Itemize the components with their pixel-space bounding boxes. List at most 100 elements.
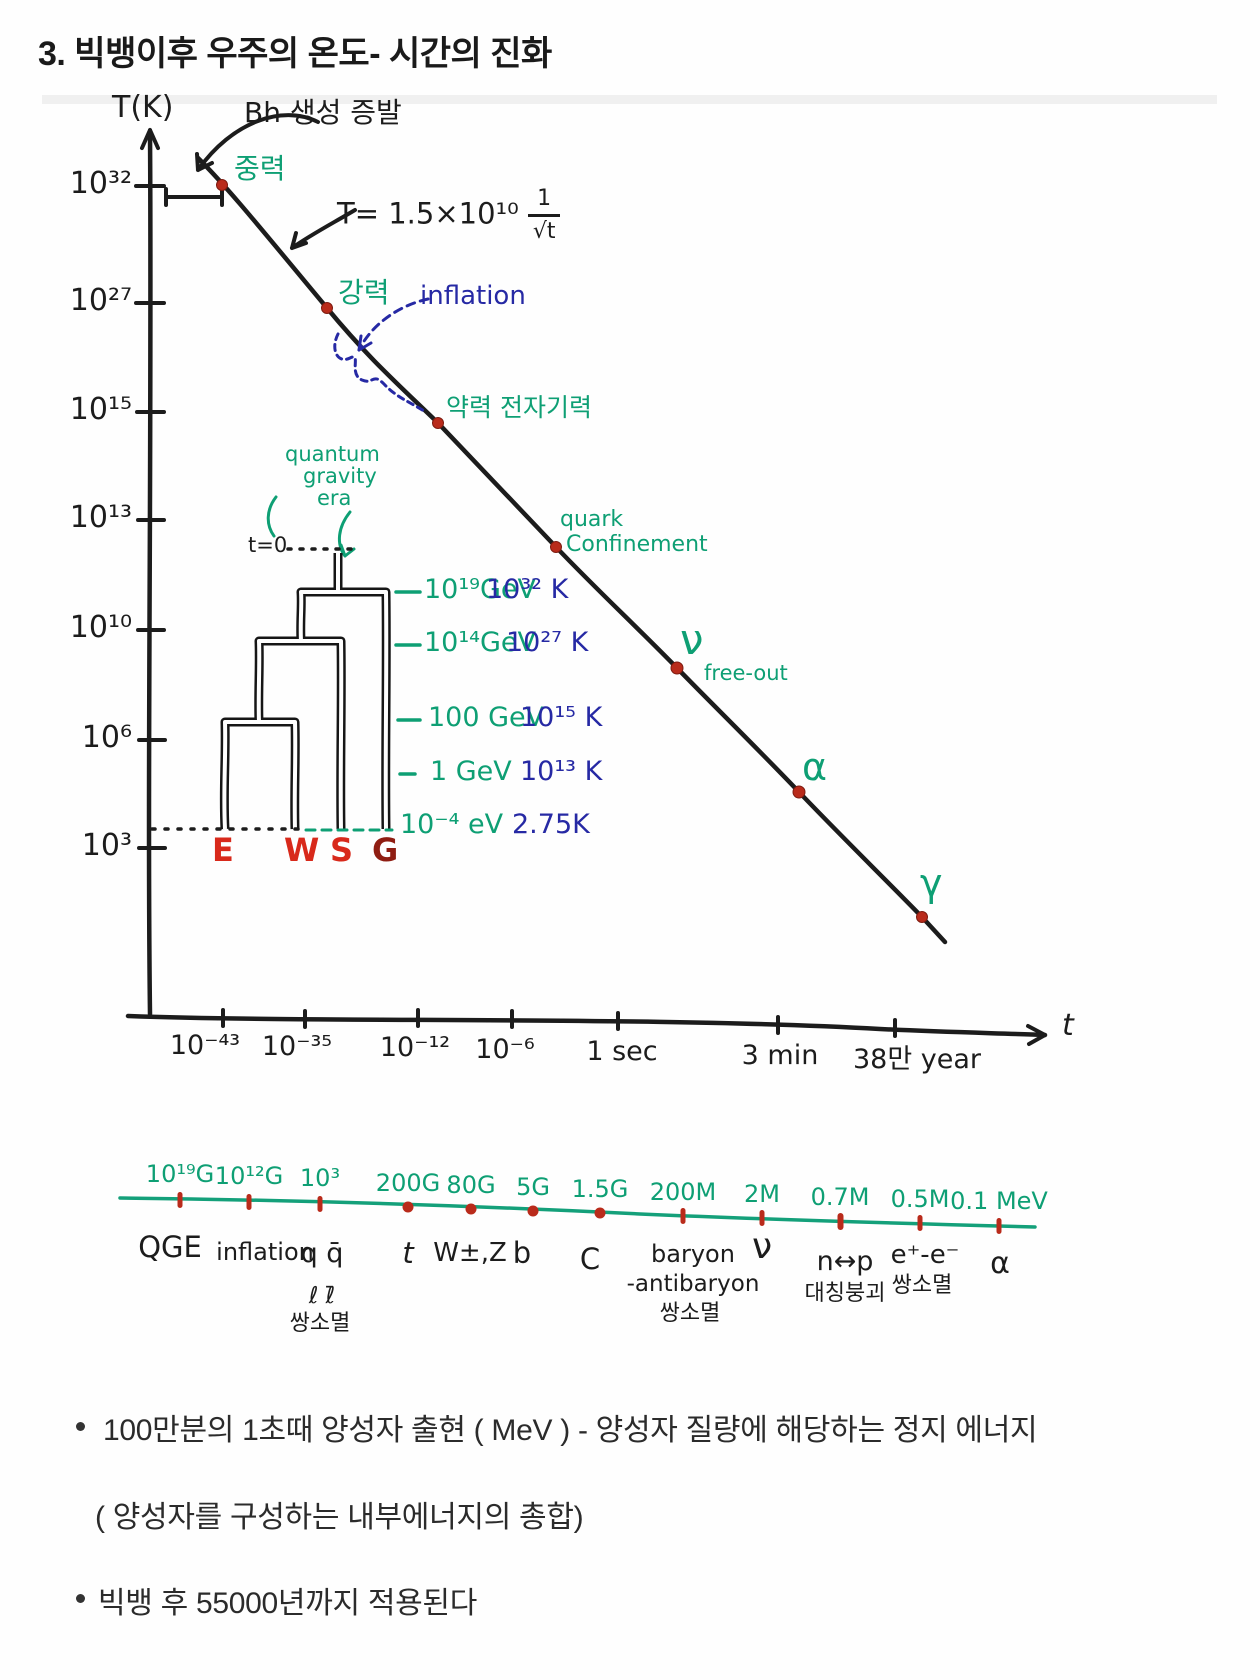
timeline-label-inflation: inflation bbox=[216, 1238, 314, 1266]
x-tick-38man-year: 38만 year bbox=[852, 1044, 982, 1075]
tree-energy-1e14gev: 10¹⁴GeV bbox=[424, 627, 537, 658]
timeline-energy-4: 80G bbox=[446, 1171, 496, 1199]
timeline-energy-5: 5G bbox=[516, 1173, 550, 1201]
x-tick-3min: 3 min bbox=[741, 1040, 819, 1071]
note-55000-years: 빅뱅 후 55000년까지 적용된다 bbox=[98, 1587, 478, 1620]
timeline-energy-10: 0.5M bbox=[890, 1185, 950, 1213]
timeline-label-antibaryon: -antibaryon bbox=[626, 1271, 760, 1297]
temperature-formula: T= 1.5×10¹⁰ 1 √t bbox=[337, 186, 561, 243]
tree-energy-1e-4ev: 10⁻⁴ eV bbox=[400, 809, 504, 840]
event-strong-label: 강력 bbox=[338, 276, 390, 309]
timeline-markers bbox=[177, 1192, 1002, 1234]
tree-energy-1e19gev: 10¹⁹GeV bbox=[424, 574, 537, 605]
force-letter-s: S bbox=[330, 831, 354, 869]
qge-label-3: era bbox=[317, 486, 352, 510]
tree-temp-1e32k: 10³² K bbox=[486, 574, 569, 605]
page-title: 3. 빅뱅이후 우주의 온도- 시간의 진화 bbox=[38, 35, 552, 73]
bh-arrow-icon bbox=[195, 113, 320, 172]
y-tick-1e15: 10¹⁵ bbox=[69, 392, 132, 427]
y-axis-title: T(K) bbox=[112, 90, 174, 125]
event-dots bbox=[216, 179, 928, 923]
timeline-label-charm-quark: C bbox=[579, 1242, 601, 1276]
x-tick-planck: 10⁻⁴³ bbox=[169, 1030, 241, 1061]
scan-artifact bbox=[42, 95, 1217, 104]
timeline-energy-7: 200M bbox=[649, 1178, 717, 1206]
timeline-label-baryon: baryon bbox=[651, 1240, 735, 1268]
event-gamma-label: γ bbox=[920, 861, 943, 905]
formula-numerator: 1 bbox=[537, 186, 552, 211]
timeline-label-wz: W±,Z bbox=[433, 1238, 507, 1268]
y-axis-arrow-icon bbox=[140, 128, 160, 150]
timeline-energy-9: 0.7M bbox=[810, 1183, 870, 1211]
timeline-energy-8: 2M bbox=[744, 1180, 780, 1208]
axes bbox=[125, 128, 1048, 1046]
timeline-energy-6: 1.5G bbox=[571, 1175, 629, 1203]
x-tick-1e-12: 10⁻¹² bbox=[379, 1032, 451, 1063]
note-proton-appearance: 100만분의 1초때 양성자 출현 ( MeV ) - 양성자 질량에 해당하는… bbox=[103, 1414, 1038, 1447]
x-axis-title: t bbox=[1062, 1008, 1074, 1043]
timeline-energy-11: 0.1 MeV bbox=[950, 1187, 1048, 1215]
planck-interval-bracket bbox=[164, 187, 224, 207]
event-alpha-label: α bbox=[802, 745, 828, 789]
timeline-energy-1: 10¹²G bbox=[214, 1162, 284, 1190]
x-tick-1sec: 1 sec bbox=[586, 1036, 658, 1067]
t0-label: t=0 bbox=[248, 533, 288, 557]
qge-label-2: gravity bbox=[303, 464, 377, 488]
y-tick-1e27: 10²⁷ bbox=[69, 283, 132, 318]
timeline-label-qqbar: q q̄ bbox=[300, 1238, 344, 1269]
event-quark-label-2: Confinement bbox=[566, 532, 708, 557]
tree-temp-2p75k: 2.75K bbox=[512, 809, 590, 840]
timeline-label-baryon-annihilation: 쌍소멸 bbox=[659, 1301, 721, 1326]
timeline-label-neutrino: ν bbox=[751, 1226, 773, 1267]
qge-label-1: quantum bbox=[285, 442, 380, 466]
x-tick-marks bbox=[221, 1008, 897, 1038]
formula-arrow-icon bbox=[290, 208, 357, 250]
bullet-icon bbox=[76, 1594, 85, 1603]
formula-fraction: 1 √t bbox=[527, 186, 561, 243]
timeline-energy-0: 10¹⁹G bbox=[145, 1160, 215, 1188]
timeline-label-ee-annihilation: 쌍소멸 bbox=[891, 1273, 953, 1298]
force-letter-e: E bbox=[212, 831, 234, 869]
y-tick-1e3: 10³ bbox=[81, 828, 132, 863]
force-letter-w: W bbox=[284, 831, 320, 869]
timeline-line bbox=[118, 1196, 1037, 1229]
tree-temp-1e13k: 10¹³ K bbox=[520, 756, 603, 787]
tree-temp-1e27k: 10²⁷ K bbox=[506, 627, 589, 658]
tree-temp-1e15k: 10¹⁵ K bbox=[520, 702, 603, 733]
qge-pointer bbox=[266, 495, 356, 558]
timeline-energy-3: 200G bbox=[375, 1169, 441, 1197]
y-tick-1e32: 10³² bbox=[69, 166, 132, 201]
event-nu-label: ν bbox=[680, 615, 704, 664]
tree-energy-1gev: 1 GeV bbox=[430, 756, 512, 787]
formula-prefix: T= 1.5×10¹⁰ bbox=[337, 196, 519, 231]
timeline-label-np-symmetry: 대칭붕괴 bbox=[804, 1281, 886, 1306]
y-tick-1e13: 10¹³ bbox=[69, 500, 132, 535]
tree-level-dashes bbox=[394, 590, 422, 776]
y-tick-1e10: 10¹⁰ bbox=[69, 610, 132, 645]
x-tick-1e-6: 10⁻⁶ bbox=[475, 1034, 535, 1065]
timeline-label-qq-annihilation: 쌍소멸 bbox=[289, 1311, 351, 1336]
x-axis-arrow-icon bbox=[1026, 1024, 1047, 1046]
timeline-label-ee: e⁺-e⁻ bbox=[890, 1240, 960, 1270]
timeline-energy-2: 10³ bbox=[299, 1164, 341, 1192]
y-tick-marks bbox=[134, 184, 167, 850]
x-tick-inflation: 10⁻³⁵ bbox=[261, 1031, 333, 1062]
timeline-label-bottom-quark: b bbox=[512, 1236, 532, 1270]
y-tick-1e6: 10⁶ bbox=[81, 720, 132, 755]
timeline-label-top-quark: t bbox=[402, 1236, 414, 1270]
timeline-label-alpha: α bbox=[990, 1246, 1010, 1281]
timeline-label-llbar: ℓ ℓ̄ bbox=[308, 1283, 336, 1309]
event-nu-sub-label: free-out bbox=[704, 661, 788, 685]
timeline-label-qge: QGE bbox=[138, 1230, 202, 1264]
bh-annotation: Bh 생성 증발 bbox=[244, 96, 402, 129]
event-quark-label-1: quark bbox=[560, 507, 624, 532]
unification-tree bbox=[219, 553, 391, 830]
timeline-label-np: n↔p bbox=[816, 1246, 874, 1277]
event-weak-em-label: 약력 전자기력 bbox=[446, 393, 592, 422]
force-letter-g: G bbox=[372, 831, 399, 869]
event-gravity-label: 중력 bbox=[234, 152, 286, 185]
formula-denominator: √t bbox=[527, 214, 561, 243]
inflation-annotation bbox=[333, 297, 430, 413]
